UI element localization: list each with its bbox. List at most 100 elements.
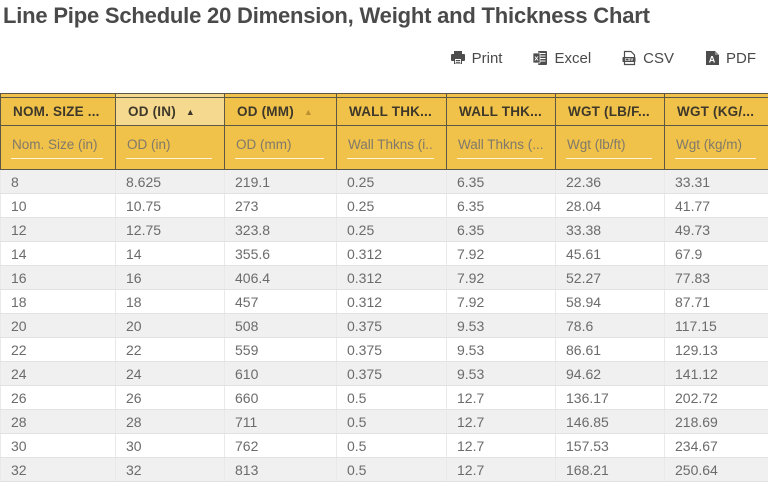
table-cell: 12.75 — [116, 218, 225, 242]
table-cell: 0.375 — [337, 314, 447, 338]
pdf-button-label: PDF — [726, 50, 756, 67]
table-cell: 0.25 — [337, 170, 447, 194]
table-cell: 508 — [225, 314, 337, 338]
filter-cell-od-mm — [225, 126, 337, 170]
filter-input-od-in[interactable] — [126, 133, 212, 159]
column-header-nom-size-in[interactable]: NOM. SIZE ... — [1, 98, 116, 126]
csv-button[interactable]: CSV CSV — [621, 50, 674, 67]
filter-cell-nom-size-in — [1, 126, 116, 170]
export-toolbar: Print x Excel CSV CSV — [0, 46, 756, 70]
table-cell: 7.92 — [447, 290, 556, 314]
table-cell: 12.7 — [447, 434, 556, 458]
column-header-label: WALL THK... — [459, 104, 542, 119]
table-cell: 30 — [116, 434, 225, 458]
column-header-wgt-kg-m[interactable]: WGT (KG/... — [665, 98, 768, 126]
filter-input-nom-size-in[interactable] — [11, 133, 103, 159]
table-cell: 234.67 — [665, 434, 768, 458]
table-cell: 711 — [225, 410, 337, 434]
table-cell: 22 — [116, 338, 225, 362]
table-cell: 22 — [1, 338, 116, 362]
table-cell: 7.92 — [447, 242, 556, 266]
column-header-wall-thk-in[interactable]: WALL THK... — [337, 98, 447, 126]
column-header-od-mm[interactable]: OD (MM)▲ — [225, 98, 337, 126]
table-cell: 9.53 — [447, 314, 556, 338]
table-cell: 0.25 — [337, 218, 447, 242]
table-cell: 32 — [1, 458, 116, 482]
table-cell: 0.312 — [337, 290, 447, 314]
print-button-label: Print — [472, 50, 503, 67]
table-cell: 218.69 — [665, 410, 768, 434]
excel-button[interactable]: x Excel — [532, 50, 591, 67]
table-cell: 18 — [116, 290, 225, 314]
table-cell: 12.7 — [447, 386, 556, 410]
table-cell: 0.312 — [337, 266, 447, 290]
table-cell: 28.04 — [556, 194, 665, 218]
column-header-label: WALL THK... — [349, 104, 432, 119]
svg-text:A: A — [709, 55, 716, 65]
table-cell: 0.25 — [337, 194, 447, 218]
table-cell: 33.31 — [665, 170, 768, 194]
table-cell: 141.12 — [665, 362, 768, 386]
table-cell: 12 — [1, 218, 116, 242]
table-cell: 16 — [1, 266, 116, 290]
filter-input-wall-thk-mm[interactable] — [457, 133, 543, 159]
filter-input-wall-thk-in[interactable] — [347, 133, 434, 159]
table-cell: 9.53 — [447, 362, 556, 386]
table-cell: 49.73 — [665, 218, 768, 242]
table-cell: 355.6 — [225, 242, 337, 266]
table-cell: 136.17 — [556, 386, 665, 410]
table-cell: 660 — [225, 386, 337, 410]
filter-cell-od-in — [116, 126, 225, 170]
table-cell: 26 — [1, 386, 116, 410]
column-header-wgt-lb-ft[interactable]: WGT (LB/F... — [556, 98, 665, 126]
filter-cell-wall-thk-in — [337, 126, 447, 170]
table-cell: 6.35 — [447, 194, 556, 218]
filter-input-od-mm[interactable] — [235, 133, 324, 159]
filter-cell-wgt-kg-m — [665, 126, 768, 170]
pipe-dimensions-table: NOM. SIZE ...OD (IN)▲OD (MM)▲ WALL THK...… — [0, 93, 768, 482]
table-cell: 117.15 — [665, 314, 768, 338]
table-cell: 0.5 — [337, 458, 447, 482]
table-cell: 20 — [116, 314, 225, 338]
column-header-od-in[interactable]: OD (IN)▲ — [116, 98, 225, 126]
table-cell: 52.27 — [556, 266, 665, 290]
sort-asc-icon: ▲ — [186, 107, 195, 117]
column-header-label: WGT (LB/F... — [568, 104, 650, 119]
table-cell: 0.375 — [337, 362, 447, 386]
table-cell: 0.375 — [337, 338, 447, 362]
pdf-button[interactable]: A PDF — [704, 50, 756, 67]
table-cell: 273 — [225, 194, 337, 218]
table-cell: 18 — [1, 290, 116, 314]
table-cell: 457 — [225, 290, 337, 314]
sort-asc-icon: ▲ — [304, 107, 313, 117]
filter-input-wgt-lb-ft[interactable] — [566, 133, 652, 159]
table-cell: 7.92 — [447, 266, 556, 290]
table-cell: 30 — [1, 434, 116, 458]
table-cell: 86.61 — [556, 338, 665, 362]
excel-icon: x — [532, 50, 548, 66]
table-cell: 202.72 — [665, 386, 768, 410]
table-cell: 8.625 — [116, 170, 225, 194]
table-cell: 24 — [116, 362, 225, 386]
table-cell: 41.77 — [665, 194, 768, 218]
filter-input-wgt-kg-m[interactable] — [675, 133, 756, 159]
table-cell: 67.9 — [665, 242, 768, 266]
table-cell: 24 — [1, 362, 116, 386]
table-cell: 77.83 — [665, 266, 768, 290]
column-header-wall-thk-mm[interactable]: WALL THK... — [447, 98, 556, 126]
table-cell: 45.61 — [556, 242, 665, 266]
table-cell: 58.94 — [556, 290, 665, 314]
table-cell: 9.53 — [447, 338, 556, 362]
table-cell: 157.53 — [556, 434, 665, 458]
print-button[interactable]: Print — [450, 50, 503, 67]
table-cell: 406.4 — [225, 266, 337, 290]
table-cell: 78.6 — [556, 314, 665, 338]
